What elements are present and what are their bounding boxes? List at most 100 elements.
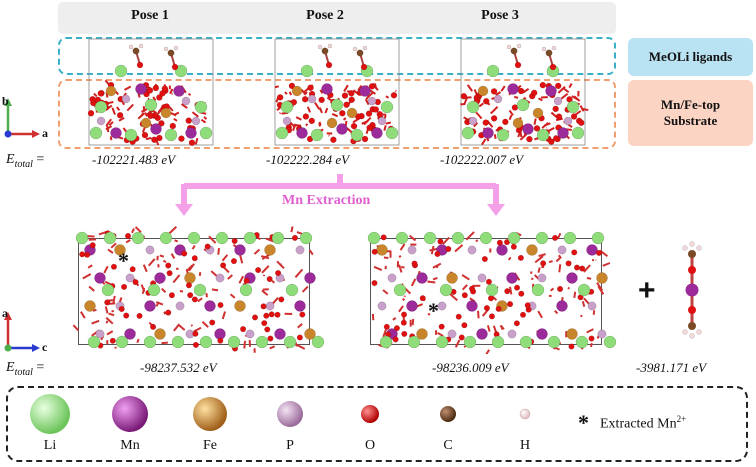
lithium-atom bbox=[239, 283, 253, 297]
lithium-atom bbox=[87, 335, 101, 349]
bond bbox=[274, 85, 279, 89]
oxygen-atom bbox=[401, 330, 408, 337]
bond bbox=[104, 306, 109, 314]
bond bbox=[466, 84, 473, 92]
legend-label-o: O bbox=[364, 438, 376, 453]
lithium-atom bbox=[577, 283, 591, 297]
oxygen-atom bbox=[217, 302, 224, 309]
oxygen-atom bbox=[496, 239, 503, 246]
extracted-molecule bbox=[682, 241, 702, 339]
lithium-atom bbox=[271, 231, 285, 245]
bond bbox=[435, 265, 439, 269]
bond bbox=[167, 226, 178, 235]
oxygen-atom bbox=[136, 312, 143, 319]
oxygen-atom bbox=[230, 258, 237, 265]
phosphorus-atom bbox=[175, 301, 185, 311]
bond bbox=[461, 284, 468, 291]
bond bbox=[508, 114, 513, 121]
oxygen-atom bbox=[487, 295, 494, 302]
bond bbox=[269, 345, 276, 350]
legend-atoms bbox=[30, 394, 531, 434]
bond bbox=[107, 248, 114, 254]
lithium-atom bbox=[385, 126, 399, 140]
manganese-atom bbox=[476, 328, 488, 340]
bond bbox=[410, 278, 417, 287]
bond bbox=[163, 311, 167, 315]
bond bbox=[342, 117, 347, 121]
phosphorus-atom bbox=[265, 301, 275, 311]
bond bbox=[427, 280, 436, 284]
oxygen-atom bbox=[118, 306, 125, 313]
lithium-atom bbox=[330, 98, 344, 112]
oxygen-atom bbox=[109, 337, 116, 344]
lithium-atom bbox=[143, 335, 157, 349]
bond bbox=[194, 137, 199, 145]
oxygen-atom bbox=[469, 285, 476, 292]
iron-atom bbox=[532, 107, 544, 119]
oxygen-atom bbox=[261, 320, 268, 327]
iron-atom bbox=[416, 328, 428, 340]
oxygen-atom bbox=[552, 105, 559, 113]
phosphorus-atom bbox=[367, 96, 377, 106]
bond bbox=[499, 324, 505, 330]
lithium-atom bbox=[571, 126, 585, 140]
phosphorus-atom bbox=[447, 329, 457, 339]
bond bbox=[557, 254, 561, 258]
oxygen-atom bbox=[124, 232, 132, 240]
molecule-energy: -3981.171 eV bbox=[636, 360, 707, 375]
bond bbox=[408, 234, 417, 242]
bond bbox=[197, 297, 203, 303]
bond bbox=[221, 311, 226, 320]
oxygen-atom bbox=[504, 288, 511, 295]
axis-a-label-bottom: a bbox=[2, 306, 8, 320]
lithium-atom bbox=[115, 335, 129, 349]
lithium-atom bbox=[174, 64, 188, 78]
phosphorus-atom bbox=[145, 245, 155, 255]
oxygen-atom bbox=[165, 309, 172, 316]
phosphorus-atom bbox=[307, 94, 317, 104]
oxygen-atom bbox=[361, 135, 369, 143]
bond bbox=[147, 258, 156, 267]
bond bbox=[357, 85, 363, 91]
bond bbox=[580, 314, 583, 318]
hydrogen-atom bbox=[173, 45, 179, 51]
bond bbox=[140, 284, 146, 293]
oxygen-atom bbox=[524, 302, 531, 309]
oxygen-atom bbox=[437, 238, 444, 245]
oxygen-atom bbox=[548, 138, 555, 145]
iron-atom bbox=[566, 328, 578, 340]
bond bbox=[110, 242, 117, 249]
oxygen-atom bbox=[185, 282, 193, 289]
bond bbox=[432, 262, 442, 269]
bond bbox=[116, 106, 121, 111]
manganese-atom bbox=[466, 300, 478, 312]
iron-atom bbox=[84, 300, 96, 312]
bond bbox=[533, 274, 540, 280]
bond bbox=[106, 125, 110, 133]
oxygen-atom bbox=[268, 311, 275, 318]
carbon-atom bbox=[132, 47, 140, 55]
phosphorus-atom bbox=[96, 116, 106, 126]
oxygen-atom bbox=[519, 311, 527, 318]
oxygen-atom bbox=[79, 251, 86, 258]
axis-indicator-top bbox=[4, 98, 40, 138]
oxygen-atom bbox=[390, 92, 398, 99]
bond bbox=[108, 312, 115, 317]
bond bbox=[80, 311, 86, 319]
oxygen-atom bbox=[372, 106, 380, 113]
extracted-site-star-left: * bbox=[118, 248, 129, 273]
axis-indicator-bottom bbox=[4, 312, 40, 352]
bond bbox=[173, 117, 178, 122]
bond bbox=[93, 92, 98, 98]
bond bbox=[284, 91, 288, 95]
manganese-atom bbox=[406, 300, 418, 312]
bond bbox=[509, 286, 513, 295]
oxygen-atom bbox=[151, 136, 158, 143]
lithium-atom bbox=[299, 231, 313, 245]
oxygen-atom bbox=[308, 117, 316, 125]
bond bbox=[383, 256, 389, 259]
hydrogen-atom bbox=[317, 44, 323, 50]
iron-atom bbox=[140, 117, 152, 129]
lithium-atom bbox=[603, 335, 617, 349]
oxygen-atom bbox=[181, 250, 188, 257]
